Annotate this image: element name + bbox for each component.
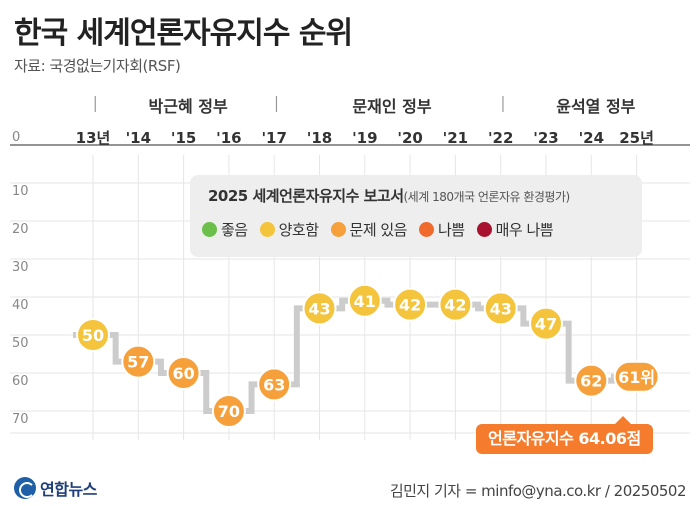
x-tick-label: 13년 <box>76 129 111 147</box>
legend-title: 2025 세계언론자유지수 보고서(세계 180개국 언론자유 환경평가) <box>208 185 570 206</box>
data-label: 42 <box>444 296 466 315</box>
data-point: 41 <box>347 283 382 318</box>
data-label: 41 <box>354 292 376 311</box>
period-label: 윤석열 정부 <box>556 97 635 116</box>
data-label: 62 <box>580 372 602 391</box>
data-point: 57 <box>121 344 156 379</box>
data-point: 47 <box>529 306 563 341</box>
yonhap-logo-text: 연합뉴스 <box>40 480 97 499</box>
x-tick-label: '24 <box>579 129 604 147</box>
legend-label-problematic: 문제 있음 <box>349 221 408 239</box>
data-point: 43 <box>302 291 337 326</box>
legend-dot-good <box>202 222 217 237</box>
data-marker <box>121 344 156 379</box>
data-point: 62 <box>574 363 609 398</box>
legend-item-good: 좋음 <box>202 219 248 240</box>
y-tick-label: 60 <box>12 374 29 389</box>
legend-items: 좋음 양호함 문제 있음 나쁨 매우 나쁨 <box>202 219 554 240</box>
data-label: 57 <box>127 353 149 372</box>
legend-label-satisfactory: 양호함 <box>278 221 319 239</box>
ranking-step-line <box>73 297 637 414</box>
legend-subtitle: (세계 180개국 언론자유 환경평가) <box>403 190 571 204</box>
legend-item-difficult: 나쁨 <box>418 219 465 240</box>
data-point: 70 <box>211 394 246 428</box>
data-marker <box>393 287 428 322</box>
data-point: 61위 <box>613 360 660 393</box>
data-marker <box>257 367 292 402</box>
x-tick-label: '20 <box>397 129 422 147</box>
y-tick-label: 30 <box>12 260 29 275</box>
legend-title-text: 2025 세계언론자유지수 보고서 <box>208 187 404 205</box>
y-tick-label: 50 <box>12 336 29 351</box>
data-marker <box>529 306 563 341</box>
y-tick-label: 70 <box>12 412 29 427</box>
x-tick-label: '18 <box>307 129 332 147</box>
yonhap-logo: 연합뉴스 <box>14 476 97 500</box>
y-tick-label: 10 <box>12 184 29 199</box>
legend-item-satisfactory: 양호함 <box>259 219 319 240</box>
data-point: 63 <box>257 367 292 402</box>
data-marker <box>76 318 110 352</box>
y-tick-label: 0 <box>12 130 20 145</box>
data-label: 63 <box>263 375 285 394</box>
credit-line: 김민지 기자 = minfo@yna.co.kr / 20250502 <box>389 482 687 500</box>
legend-label-difficult: 나쁨 <box>437 221 465 239</box>
data-marker <box>483 291 518 326</box>
x-tick-label: '23 <box>533 129 558 147</box>
y-tick-label: 20 <box>12 222 29 237</box>
data-marker <box>211 394 246 428</box>
data-marker <box>166 356 201 390</box>
data-point: 42 <box>438 287 473 322</box>
x-tick-label: '17 <box>261 129 286 147</box>
data-point: 60 <box>166 356 201 390</box>
press-freedom-score-badge: 언론자유지수 64.06점 <box>476 416 653 454</box>
source-label: 자료: 국경없는기자회(RSF) <box>14 57 181 75</box>
data-label: 43 <box>490 299 512 318</box>
legend-dot-very-serious <box>476 222 492 237</box>
period-label: 박근혜 정부 <box>149 97 228 116</box>
legend-dot-satisfactory <box>259 222 275 237</box>
data-point: 42 <box>393 287 428 322</box>
x-tick-label: '22 <box>488 129 513 147</box>
page-title: 한국 세계언론자유지수 순위 <box>14 16 353 51</box>
data-label: 43 <box>308 299 330 318</box>
data-label: 50 <box>82 326 104 345</box>
x-tick-label: '15 <box>171 129 196 147</box>
legend-item-problematic: 문제 있음 <box>330 219 408 240</box>
y-tick-label: 40 <box>12 298 29 313</box>
data-label: 60 <box>172 364 194 383</box>
data-marker <box>574 363 609 398</box>
data-label: 70 <box>218 402 240 421</box>
legend-dot-problematic <box>330 222 346 237</box>
legend-label-good: 좋음 <box>221 221 248 239</box>
data-point: 43 <box>483 291 518 326</box>
data-label: 47 <box>535 315 557 334</box>
x-tick-label: '16 <box>216 129 241 147</box>
data-point: 50 <box>76 318 110 352</box>
legend-label-very-serious: 매우 나쁨 <box>495 221 554 239</box>
data-marker <box>347 283 382 318</box>
x-tick-label: 25년 <box>619 129 654 147</box>
x-tick-label: '14 <box>126 129 151 147</box>
data-label: 42 <box>399 296 421 315</box>
data-marker <box>302 291 337 326</box>
legend-item-very-serious: 매우 나쁨 <box>476 219 554 240</box>
x-tick-label: '21 <box>443 129 468 147</box>
data-label: 61위 <box>618 368 655 387</box>
legend-dot-difficult <box>418 222 434 237</box>
data-marker <box>438 287 473 322</box>
data-marker <box>613 360 660 393</box>
yonhap-logo-icon <box>14 477 36 499</box>
period-label: 문재인 정부 <box>352 97 431 116</box>
legend-box: 2025 세계언론자유지수 보고서(세계 180개국 언론자유 환경평가) 좋음… <box>190 175 642 257</box>
x-tick-label: '19 <box>352 129 377 147</box>
